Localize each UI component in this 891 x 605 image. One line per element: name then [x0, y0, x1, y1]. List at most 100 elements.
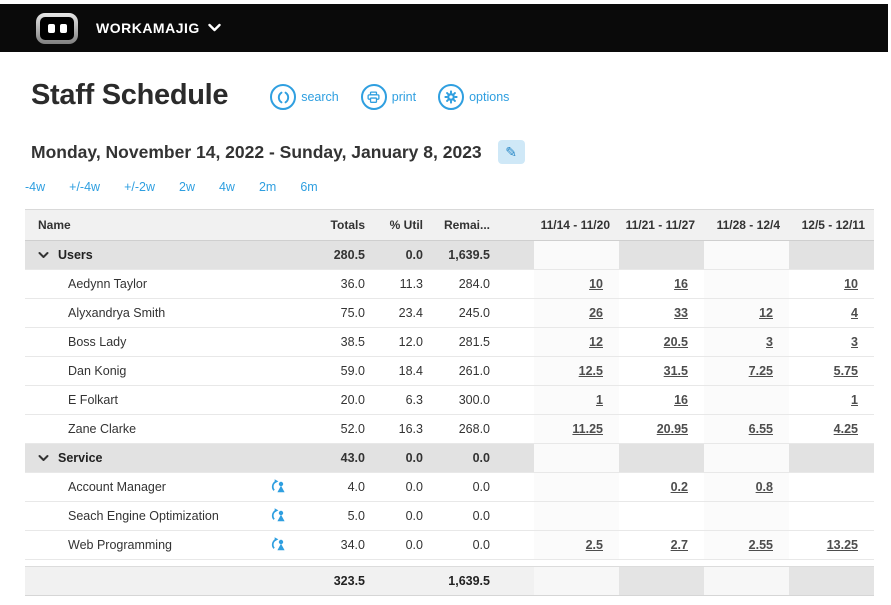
edit-date-button[interactable]: ✎: [497, 140, 525, 164]
staff-name: Account Manager: [68, 480, 166, 494]
week-hours-link[interactable]: 12: [589, 335, 603, 349]
week-hours-link[interactable]: 2.5: [585, 538, 603, 552]
icon-cell: [265, 327, 315, 357]
totals-value: 280.5: [315, 240, 375, 270]
range-link-plus-minus-4w[interactable]: +/-4w: [69, 180, 101, 194]
week-cell: 12: [704, 298, 789, 328]
week-hours-link[interactable]: 10: [844, 277, 858, 291]
name-cell: Zane Clarke: [25, 414, 265, 444]
date-range-label: Monday, November 14, 2022 - Sunday, Janu…: [31, 141, 482, 162]
week-hours-link[interactable]: 6.55: [748, 422, 773, 436]
week-cell: [789, 472, 874, 502]
icon-cell: [265, 356, 315, 386]
totals-row: 323.5 1,639.5: [25, 566, 874, 596]
col-header-util: % Util: [375, 209, 433, 241]
print-button[interactable]: print: [360, 84, 417, 110]
week-cell: 7.25: [704, 356, 789, 386]
week-hours-link[interactable]: 0.2: [670, 480, 688, 494]
icon-cell: [265, 298, 315, 328]
week-cell: [789, 501, 874, 531]
week-cell: [704, 240, 789, 270]
staff-schedule-page: Staff Schedule search: [0, 78, 891, 596]
remaining-value: 281.5: [433, 327, 534, 357]
options-button[interactable]: options: [438, 84, 509, 110]
brand-name: WORKAMAJIG: [96, 20, 200, 36]
week-cell: [704, 443, 789, 473]
util-value: 18.4: [375, 356, 433, 386]
week-hours-link[interactable]: 1: [851, 393, 858, 407]
collapse-chevron-icon[interactable]: [38, 248, 49, 262]
staff-name: E Folkart: [68, 393, 119, 407]
range-link-4w[interactable]: 4w: [218, 180, 235, 194]
totals-value: 20.0: [315, 385, 375, 415]
icon-cell: [265, 443, 315, 473]
range-link-2w[interactable]: 2w: [179, 180, 195, 194]
week-cell: 11.25: [534, 414, 619, 444]
week-hours-link[interactable]: 20.5: [663, 335, 688, 349]
week-hours-link[interactable]: 26: [589, 306, 603, 320]
week-hours-link[interactable]: 31.5: [663, 364, 688, 378]
week-hours-link[interactable]: 16: [674, 277, 688, 291]
week-hours-link[interactable]: 4: [851, 306, 858, 320]
week-cell: 5.75: [789, 356, 874, 386]
totals-value: 34.0: [315, 530, 375, 560]
icon-cell: [265, 472, 315, 502]
brand-menu[interactable]: WORKAMAJIG: [96, 19, 221, 37]
week-cell: [789, 240, 874, 270]
week-hours-link[interactable]: 12: [759, 306, 773, 320]
week-cell: 3: [704, 327, 789, 357]
week-cell: [619, 501, 704, 531]
week-hours-link[interactable]: 33: [674, 306, 688, 320]
search-button[interactable]: search: [270, 84, 339, 110]
remaining-value: 0.0: [433, 530, 534, 560]
staff-name: Zane Clarke: [68, 422, 137, 436]
col-header-week-1: 11/14 - 11/20: [534, 209, 619, 241]
week-hours-link[interactable]: 5.75: [833, 364, 858, 378]
week-cell: 16: [619, 269, 704, 299]
schedule-table: Name Totals % Util Remai... 11/14 - 11/2…: [25, 209, 874, 596]
week-hours-link[interactable]: 2.55: [748, 538, 773, 552]
week-hours-link[interactable]: 10: [589, 277, 603, 291]
week-hours-link[interactable]: 1: [596, 393, 603, 407]
assign-staff-icon[interactable]: [271, 507, 287, 526]
week-hours-link[interactable]: 11.25: [572, 422, 603, 436]
week-hours-link[interactable]: 20.95: [656, 422, 688, 436]
schedule-table-body: Users 280.5 0.0 1,639.5 Aedynn Taylor 36.0 11.…: [25, 240, 874, 560]
week-hours-link[interactable]: 3: [851, 335, 858, 349]
week-hours-link[interactable]: 12.5: [578, 364, 603, 378]
icon-cell: [265, 530, 315, 560]
week-hours-link[interactable]: 4.25: [833, 422, 858, 436]
totals-value: 36.0: [315, 269, 375, 299]
week-cell: 2.5: [534, 530, 619, 560]
week-hours-link[interactable]: 7.25: [748, 364, 773, 378]
range-link-6m[interactable]: 6m: [300, 180, 318, 194]
page-title: Staff Schedule: [31, 79, 229, 111]
week-hours-link[interactable]: 3: [766, 335, 773, 349]
assign-staff-icon[interactable]: [271, 536, 287, 555]
week-hours-link[interactable]: 13.25: [826, 538, 858, 552]
collapse-chevron-icon[interactable]: [38, 451, 49, 465]
assign-staff-icon[interactable]: [271, 478, 287, 497]
logo-eye: [47, 23, 55, 33]
week-cell: 0.2: [619, 472, 704, 502]
print-button-label: print: [391, 90, 417, 104]
range-links: -4w +/-4w +/-2w 2w 4w 2m 6m: [25, 180, 874, 194]
week-cell: 1: [534, 385, 619, 415]
name-cell: Account Manager: [25, 472, 265, 502]
week-cell: 1: [789, 385, 874, 415]
totals-value: 59.0: [315, 356, 375, 386]
week-cell: 10: [534, 269, 619, 299]
totals-value: 4.0: [315, 472, 375, 502]
week-cell: [704, 385, 789, 415]
range-link-2m[interactable]: 2m: [258, 180, 277, 194]
staff-name: Alyxandrya Smith: [68, 306, 166, 320]
week-cell: [619, 240, 704, 270]
week-hours-link[interactable]: 2.7: [670, 538, 688, 552]
util-value: 0.0: [375, 240, 433, 270]
week-hours-link[interactable]: 16: [674, 393, 688, 407]
range-link-minus-4w[interactable]: -4w: [25, 180, 46, 194]
week-hours-link[interactable]: 0.8: [755, 480, 773, 494]
range-link-plus-minus-2w[interactable]: +/-2w: [124, 180, 155, 194]
staff-name: Aedynn Taylor: [68, 277, 147, 291]
group-row-users: Users 280.5 0.0 1,639.5: [25, 240, 874, 270]
